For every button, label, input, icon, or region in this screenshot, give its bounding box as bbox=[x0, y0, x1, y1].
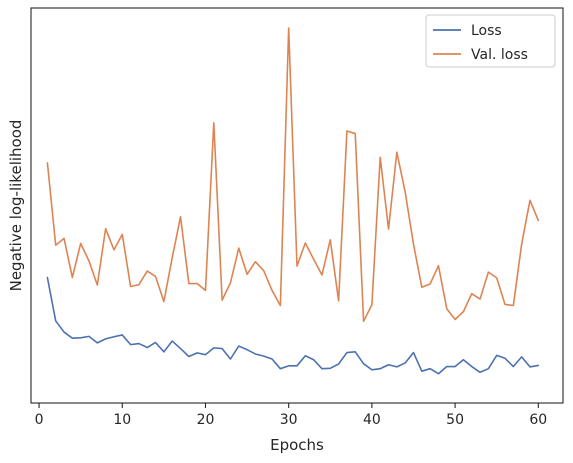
legend-label-loss: Loss bbox=[471, 23, 502, 39]
x-tick-label: 40 bbox=[363, 412, 381, 428]
x-tick-label: 30 bbox=[280, 412, 298, 428]
legend-label-val-loss: Val. loss bbox=[471, 47, 528, 63]
x-axis-ticks: 0 10 20 30 40 50 60 bbox=[35, 403, 547, 428]
x-axis-label: Epochs bbox=[270, 436, 324, 454]
x-tick-label: 20 bbox=[197, 412, 215, 428]
series-line-loss bbox=[46, 276, 540, 375]
series-line-val-loss bbox=[46, 27, 540, 323]
plot-frame bbox=[30, 7, 564, 404]
x-tick-label: 0 bbox=[35, 412, 44, 428]
series-layer bbox=[46, 27, 540, 375]
x-tick-label: 60 bbox=[529, 412, 547, 428]
legend: Loss Val. loss bbox=[425, 14, 556, 68]
x-tick-label: 10 bbox=[113, 412, 131, 428]
x-tick-label: 50 bbox=[446, 412, 464, 428]
y-axis-label: Negative log-likelihood bbox=[7, 120, 25, 292]
